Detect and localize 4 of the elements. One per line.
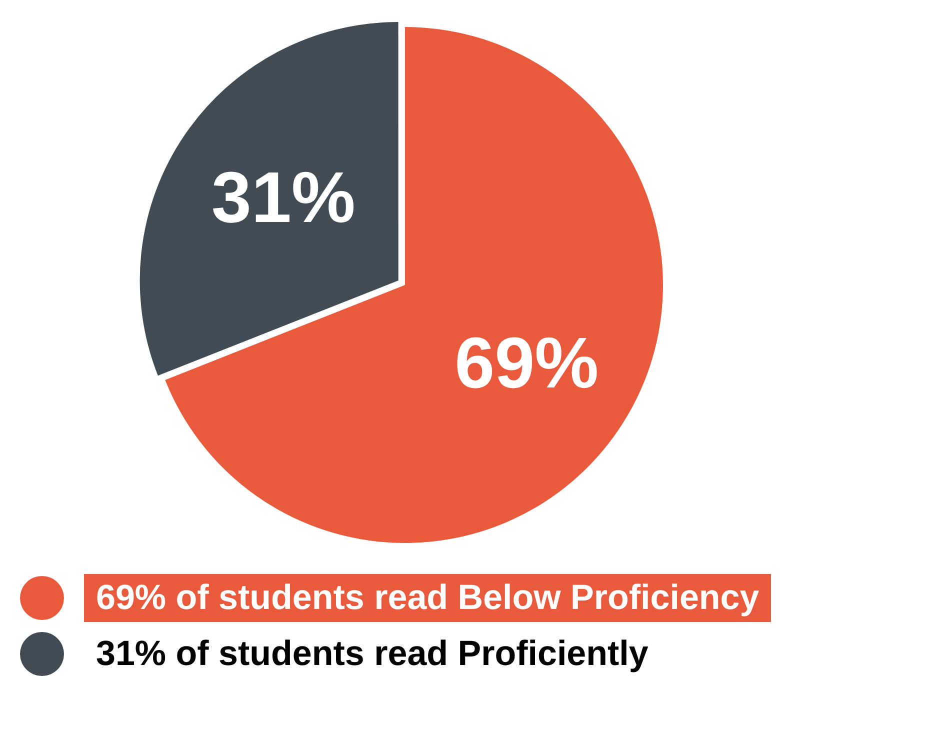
data-label: 31% [211,158,356,238]
legend-label: 31% of students read Proficiently [95,633,650,675]
legend-label: 69% of students read Below Proficiency [84,574,772,622]
data-label: 69% [454,324,599,404]
